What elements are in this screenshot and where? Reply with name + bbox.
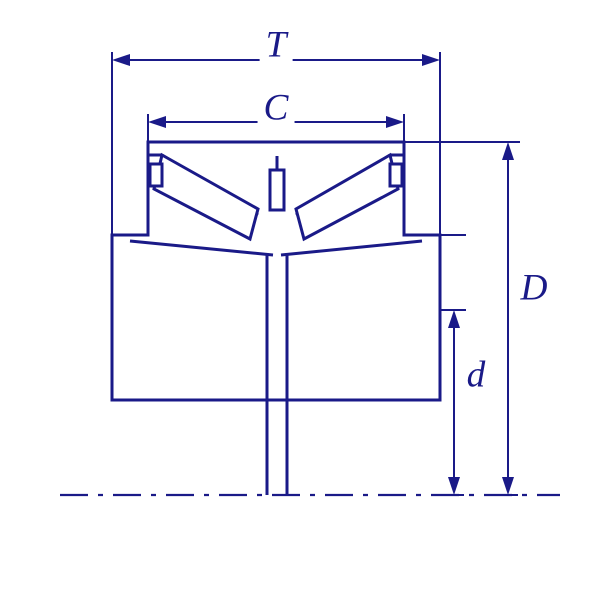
diagram-stage: T C D d: [0, 0, 600, 600]
label-d: d: [461, 354, 492, 397]
label-T: T: [260, 24, 293, 67]
diagram-svg: [0, 0, 600, 600]
label-D: D: [515, 267, 554, 310]
label-C: C: [258, 87, 295, 130]
